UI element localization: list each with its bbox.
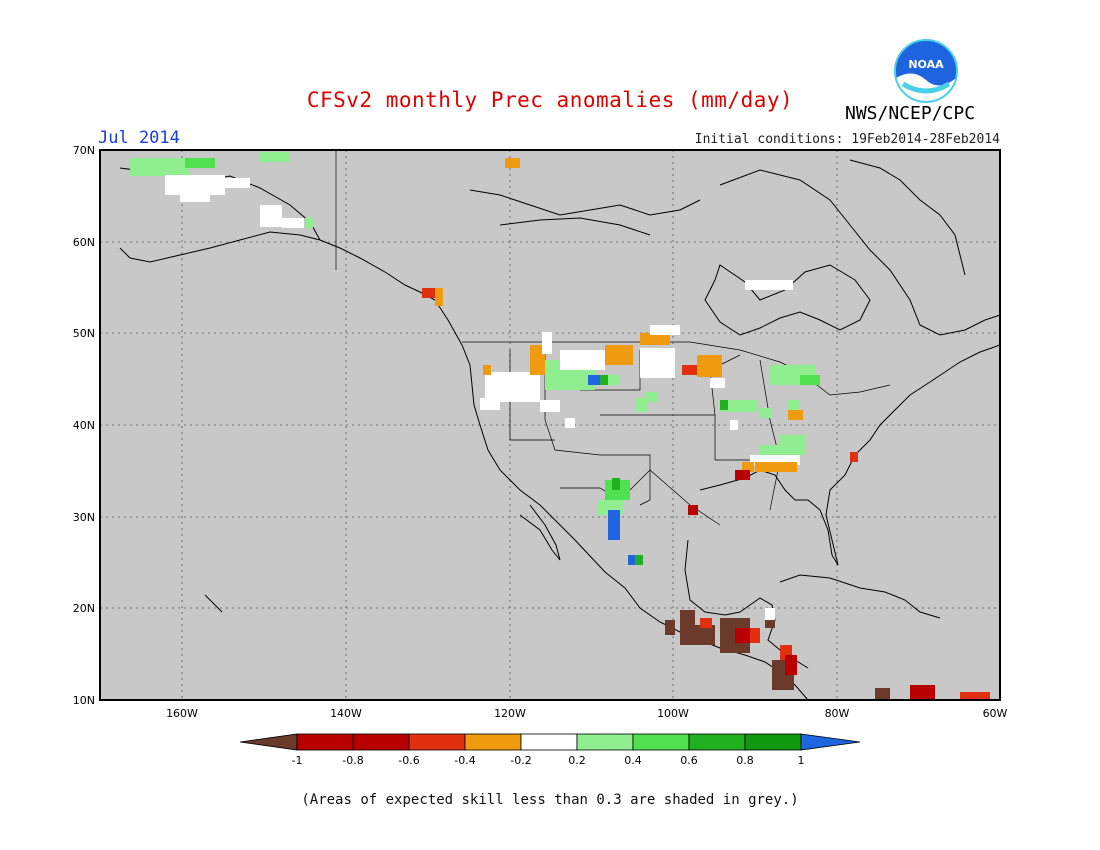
colorbar <box>239 733 861 751</box>
colorbar-segment <box>688 733 746 751</box>
lat-label: 50N <box>73 327 95 340</box>
colorbar-label: 0.6 <box>680 754 698 767</box>
lon-labels: 160W 140W 120W 100W 80W 60W <box>166 707 1007 720</box>
colorbar-label: 0.4 <box>624 754 642 767</box>
colorbar-segment <box>296 733 354 751</box>
colorbar-segment <box>520 733 578 751</box>
colorbar-label: -0.8 <box>342 754 363 767</box>
colorbar-segment <box>464 733 522 751</box>
colorbar-label: -0.2 <box>510 754 531 767</box>
colorbar-left-arrow <box>239 733 298 751</box>
colorbar-segment <box>632 733 690 751</box>
colorbar-label: 0.2 <box>568 754 586 767</box>
lon-label: 80W <box>825 707 850 720</box>
lat-label: 20N <box>73 602 95 615</box>
colorbar-label: -0.4 <box>454 754 475 767</box>
lat-label: 60N <box>73 236 95 249</box>
agency-label: NWS/NCEP/CPC <box>845 103 976 124</box>
noaa-logo: NOAA <box>894 39 958 103</box>
map-title: CFSv2 monthly Prec anomalies (mm/day) <box>306 88 794 112</box>
lon-label: 120W <box>494 707 526 720</box>
map-frame <box>99 149 1001 701</box>
skill-footnote: (Areas of expected skill less than 0.3 a… <box>301 792 799 808</box>
colorbar-right-arrow <box>800 733 861 751</box>
initial-conditions: Initial conditions: 19Feb2014-28Feb2014 <box>694 132 1000 147</box>
colorbar-segment <box>352 733 410 751</box>
lat-label: 30N <box>73 511 95 524</box>
colorbar-label: -0.6 <box>398 754 419 767</box>
colorbar-label: 0.8 <box>736 754 754 767</box>
colorbar-segment <box>576 733 634 751</box>
lon-label: 140W <box>330 707 362 720</box>
lon-label: 100W <box>657 707 689 720</box>
forecast-month: Jul 2014 <box>98 128 180 148</box>
lat-labels: 70N 60N 50N 40N 30N 20N 10N <box>73 144 95 707</box>
lat-label: 10N <box>73 694 95 707</box>
lon-label: 160W <box>166 707 198 720</box>
colorbar-label: 1 <box>798 754 805 767</box>
lat-label: 70N <box>73 144 95 157</box>
political-borders <box>335 150 891 526</box>
lon-label: 60W <box>983 707 1008 720</box>
logo-text: NOAA <box>908 58 944 71</box>
colorbar-labels: -1 -0.8 -0.6 -0.4 -0.2 0.2 0.4 0.6 0.8 1 <box>292 754 805 767</box>
colorbar-segment <box>744 733 802 751</box>
lat-label: 40N <box>73 419 95 432</box>
colorbar-label: -1 <box>292 754 303 767</box>
anomaly-cells <box>130 152 990 700</box>
colorbar-segment <box>408 733 466 751</box>
